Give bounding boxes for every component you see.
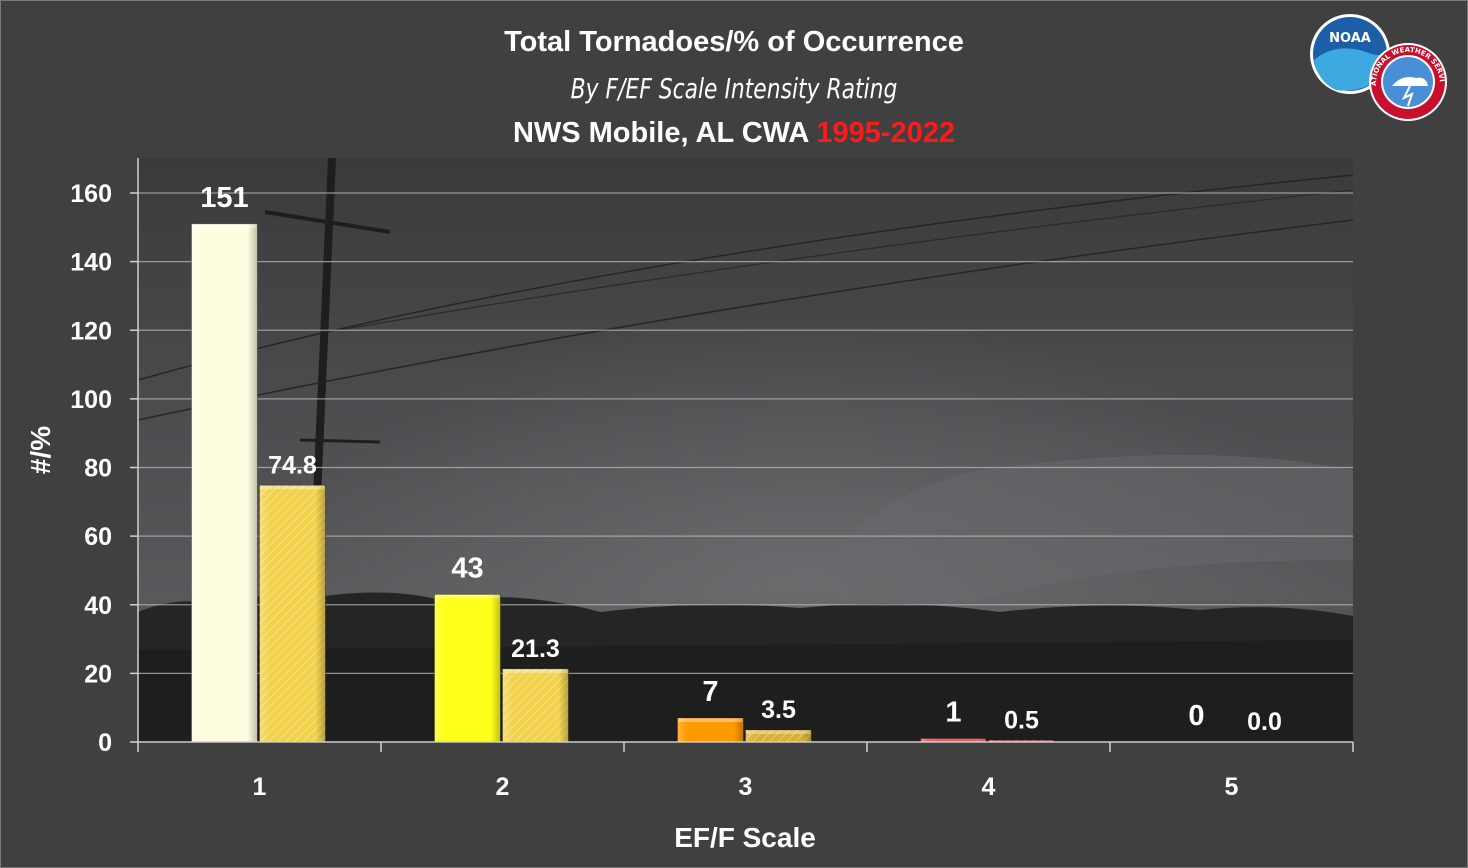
x-axis-title: EF/F Scale — [674, 822, 816, 853]
bar-highlight — [503, 668, 568, 673]
bar-bevel — [434, 594, 501, 742]
data-label-series-1: 7 — [702, 676, 718, 708]
region-text: NWS Mobile, AL CWA — [512, 117, 817, 149]
x-tick-label: 3 — [739, 773, 753, 801]
chart-subtitle: By F/EF Scale Intensity Rating — [570, 72, 898, 105]
x-tick-label: 5 — [1225, 773, 1239, 801]
y-tick-label: 120 — [70, 317, 112, 345]
chart-region-line: NWS Mobile, AL CWA 1995-2022 — [0, 117, 1468, 150]
data-label-series-2: 3.5 — [761, 696, 796, 724]
bars: 151 74.8 43 21.3 7 3.5 1 0.5 0 0.0 — [191, 182, 1282, 743]
data-label-series-2: 0.0 — [1247, 708, 1282, 736]
y-tick-label: 20 — [84, 660, 112, 688]
y-tick-label: 0 — [98, 729, 112, 757]
bar-highlight — [678, 717, 743, 722]
svg-text:NOAA: NOAA — [1329, 31, 1371, 46]
data-label-series-2: 74.8 — [268, 451, 317, 479]
bar-bevel — [191, 223, 258, 743]
x-tick-label: 4 — [982, 773, 996, 801]
y-tick-label: 100 — [70, 386, 112, 414]
bar-highlight — [435, 594, 500, 599]
gridlines — [138, 192, 1353, 674]
y-tick-label: 60 — [84, 523, 112, 551]
y-tick-label: 140 — [70, 249, 112, 277]
y-axis-title: #/% — [25, 426, 56, 474]
bar-highlight — [989, 740, 1054, 742]
data-label-series-2: 0.5 — [1004, 706, 1039, 734]
data-label-series-2: 21.3 — [511, 635, 560, 663]
noaa-logo-icon: NOAA — [1310, 14, 1390, 94]
bar-bevel — [677, 717, 744, 742]
chart-title: Total Tornadoes/% of Occurrence — [504, 26, 964, 58]
bar-highlight — [921, 738, 986, 742]
bar-highlight — [746, 729, 811, 734]
bar-bevel — [920, 738, 987, 742]
x-tick-label: 1 — [253, 773, 267, 801]
bar-bevel — [745, 729, 812, 742]
x-tick-label: 2 — [496, 773, 510, 801]
bar-bevel — [988, 740, 1055, 742]
bar-highlight — [260, 485, 325, 490]
y-tick-label: 160 — [70, 180, 112, 208]
data-label-series-1: 1 — [945, 697, 961, 729]
bar-highlight — [192, 223, 257, 228]
years-text: 1995-2022 — [816, 117, 956, 149]
noaa-nws-logo: NOAA NATIONAL WEATHER SERVICE — [1306, 12, 1447, 121]
data-label-series-1: 151 — [200, 182, 248, 214]
axes: 0 20 40 60 80 100 120 140 160 1 2 3 4 5 — [70, 158, 1354, 801]
bar-bevel — [259, 485, 326, 742]
y-tick-label: 40 — [84, 592, 112, 620]
bar-bevel — [502, 668, 569, 742]
data-label-series-1: 43 — [451, 552, 483, 584]
y-tick-label: 80 — [84, 455, 112, 483]
data-label-series-1: 0 — [1188, 700, 1204, 732]
